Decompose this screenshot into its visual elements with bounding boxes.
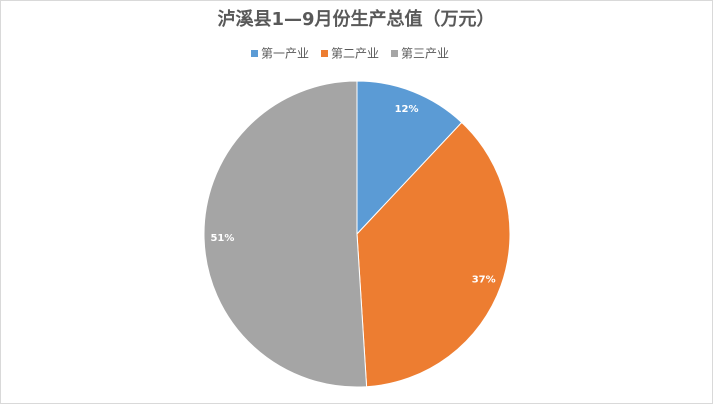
legend-label: 第三产业 [401, 47, 449, 61]
legend-label: 第一产业 [261, 47, 309, 61]
legend-swatch [391, 50, 398, 57]
data-label: 51% [210, 233, 234, 244]
pie-slice [203, 80, 368, 388]
data-label: 12% [395, 104, 419, 115]
legend-label: 第二产业 [331, 47, 379, 61]
chart-title: 泸溪县1—9月份生产总值（万元） [217, 8, 494, 30]
legend-swatch [321, 50, 328, 57]
pie-slice [356, 80, 463, 236]
data-label: 37% [472, 275, 496, 286]
pie-slice [356, 121, 511, 388]
legend-swatch [251, 50, 258, 57]
